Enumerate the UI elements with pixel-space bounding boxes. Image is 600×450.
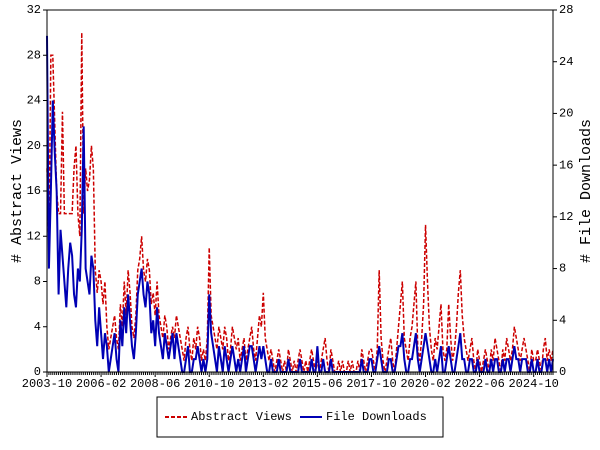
y-tick-label: 4 — [34, 320, 41, 334]
y2-tick-label: 16 — [559, 158, 573, 172]
y-tick-label: 16 — [27, 184, 41, 198]
y2-tick-label: 8 — [559, 262, 566, 276]
series-line — [46, 32, 554, 373]
y2-tick-label: 28 — [559, 3, 573, 17]
y2-axis-label: # File Downloads — [578, 119, 595, 263]
y-tick-label: 12 — [27, 229, 41, 243]
y2-tick-label: 24 — [559, 55, 573, 69]
y-tick-label: 0 — [34, 365, 41, 379]
x-tick-label: 2003-10 — [22, 377, 72, 391]
x-tick-label: 2020-02 — [400, 377, 450, 391]
legend-label: File Downloads — [326, 410, 427, 424]
y-axis-label: # Abstract Views — [9, 119, 26, 263]
y2-tick-label: 20 — [559, 107, 573, 121]
y2-tick-label: 4 — [559, 313, 566, 327]
y2-tick-label: 12 — [559, 210, 573, 224]
x-tick-label: 2006-02 — [76, 377, 126, 391]
y-tick-label: 28 — [27, 48, 41, 62]
y2-tick-label: 0 — [559, 365, 566, 379]
x-tick-label: 2013-02 — [238, 377, 288, 391]
y-tick-label: 20 — [27, 139, 41, 153]
y-tick-label: 8 — [34, 275, 41, 289]
y-tick-label: 24 — [27, 94, 41, 108]
x-tick-label: 2024-10 — [508, 377, 558, 391]
x-tick-label: 2010-10 — [184, 377, 234, 391]
x-tick-label: 2008-06 — [130, 377, 180, 391]
x-tick-label: 2022-06 — [454, 377, 504, 391]
series-line — [46, 35, 554, 373]
y-tick-label: 32 — [27, 3, 41, 17]
x-tick-label: 2015-06 — [292, 377, 342, 391]
x-tick-label: 2017-10 — [346, 377, 396, 391]
legend-label: Abstract Views — [191, 410, 292, 424]
